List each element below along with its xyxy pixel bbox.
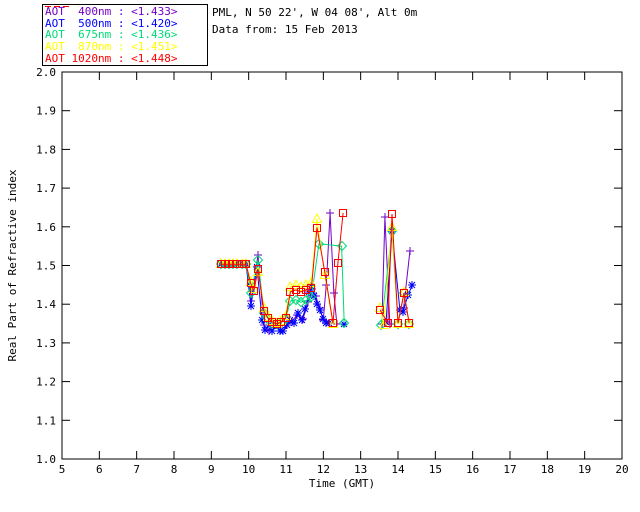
x-tick-label: 5	[59, 463, 66, 476]
x-tick-label: 17	[503, 463, 516, 476]
legend-box: AOT 400nm : <1.433> AOT 500nm : <1.420> AO…	[42, 4, 208, 66]
legend-label-675nm: AOT 675nm : <1.436>	[45, 28, 178, 42]
series-line-400nm	[221, 212, 338, 332]
y-tick-label: 1.4	[36, 298, 56, 311]
x-tick-label: 19	[578, 463, 591, 476]
x-tick-label: 18	[541, 463, 554, 476]
y-tick-label: 2.0	[36, 66, 56, 79]
y-axis-label: Real Part of Refractive index	[6, 169, 19, 361]
legend-row-500nm: AOT 500nm : <1.420>	[45, 6, 205, 30]
date-info: Data from: 15 Feb 2013	[212, 23, 358, 36]
x-tick-label: 6	[96, 463, 103, 476]
y-tick-label: 1.9	[36, 105, 56, 118]
plot-header: PML, N 50 22', W 04 08', Alt 0m Data fro…	[212, 4, 417, 38]
x-tick-label: 7	[133, 463, 140, 476]
series-line-1020nm	[379, 213, 410, 325]
x-tick-label: 16	[466, 463, 479, 476]
x-tick-label: 9	[208, 463, 215, 476]
y-tick-label: 1.2	[36, 376, 56, 389]
x-tick-label: 11	[279, 463, 292, 476]
x-tick-label: 8	[171, 463, 178, 476]
legend-label-870nm: AOT 870nm : <1.451>	[45, 40, 178, 54]
x-axis-label: Time (GMT)	[309, 477, 375, 490]
legend-label-400nm: AOT 400nm : <1.433>	[45, 5, 178, 19]
legend-dash-swatch-1020nm	[45, 6, 71, 7]
series-markers-1020nm	[217, 209, 413, 328]
x-tick-label: 10	[242, 463, 255, 476]
legend-row-870nm: AOT 870nm : <1.451>	[45, 6, 205, 54]
y-tick-label: 1.7	[36, 182, 56, 195]
y-tick-label: 1.3	[36, 337, 56, 350]
legend-label-500nm: AOT 500nm : <1.420>	[45, 16, 178, 30]
x-tick-label: 12	[317, 463, 330, 476]
site-info: PML, N 50 22', W 04 08', Alt 0m	[212, 6, 418, 19]
x-tick-label: 20	[615, 463, 628, 476]
y-tick-label: 1.6	[36, 221, 56, 234]
x-tick-label: 14	[391, 463, 405, 476]
y-tick-label: 1.1	[36, 414, 56, 427]
legend-row-675nm: AOT 675nm : <1.436>	[45, 6, 205, 42]
legend-label-1020nm: AOT 1020nm : <1.448>	[45, 51, 178, 65]
series-1020nm	[217, 209, 413, 328]
y-tick-label: 1.0	[36, 453, 56, 466]
legend-row-1020nm: AOT 1020nm : <1.448>	[45, 6, 205, 65]
y-tick-label: 1.8	[36, 143, 56, 156]
y-tick-label: 1.5	[36, 260, 56, 273]
x-tick-label: 15	[429, 463, 442, 476]
x-tick-label: 13	[354, 463, 367, 476]
